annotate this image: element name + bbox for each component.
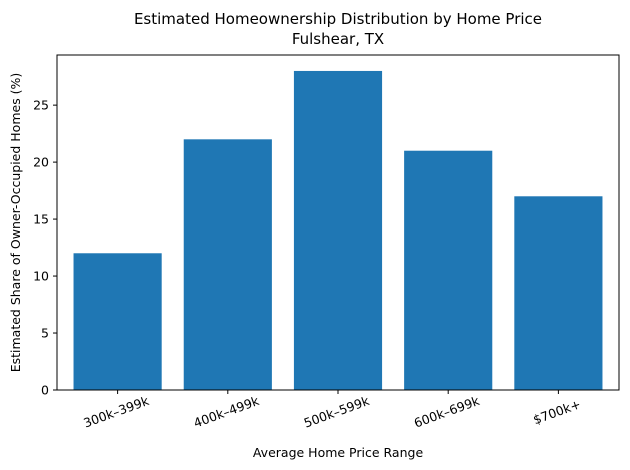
y-tick-label: 5 bbox=[41, 326, 49, 341]
bar-1 bbox=[183, 139, 272, 390]
bars-group bbox=[73, 70, 603, 390]
x-axis-label: Average Home Price Range bbox=[253, 445, 424, 460]
x-tick-label: 300k–399k bbox=[81, 393, 151, 431]
y-tick-label: 10 bbox=[33, 269, 49, 284]
y-tick-label: 15 bbox=[33, 212, 49, 227]
y-tick-label: 0 bbox=[41, 383, 49, 398]
x-tick-label: 400k–499k bbox=[192, 393, 262, 431]
bar-4 bbox=[514, 196, 603, 390]
chart-subtitle: Fulshear, TX bbox=[292, 30, 384, 48]
y-axis-ticks: 0 5 10 15 20 25 bbox=[33, 98, 57, 398]
bar-0 bbox=[73, 253, 162, 390]
y-tick-label: 25 bbox=[33, 98, 49, 113]
y-tick-label: 20 bbox=[33, 155, 49, 170]
chart-title: Estimated Homeownership Distribution by … bbox=[134, 10, 542, 28]
x-tick-label: 500k–599k bbox=[302, 393, 372, 431]
x-tick-label: 600k–699k bbox=[412, 393, 482, 431]
x-axis-ticks: 300k–399k 400k–499k 500k–599k 600k–699k $700… bbox=[81, 390, 583, 431]
bar-2 bbox=[293, 70, 383, 390]
bar-3 bbox=[404, 150, 493, 390]
x-tick-label: $700k+ bbox=[531, 396, 583, 427]
y-axis-label: Estimated Share of Owner-Occupied Homes … bbox=[8, 73, 23, 373]
plot-frame bbox=[56, 54, 620, 391]
